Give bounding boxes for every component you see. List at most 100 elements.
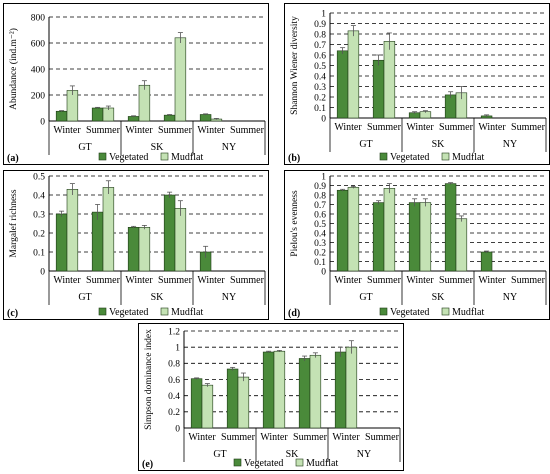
category-label: Summer: [511, 275, 546, 286]
y-tick-label: 0.6: [314, 210, 326, 220]
bar-vegetated: [199, 114, 212, 122]
legend-swatch-mudflat: [160, 307, 169, 316]
bar-vegetated: [91, 107, 104, 122]
panel-frame: [3, 3, 269, 165]
bar-vegetated: [372, 59, 385, 119]
bar-vegetated: [55, 110, 68, 122]
bar-mudflat: [383, 41, 396, 119]
y-tick-label: 800: [31, 13, 46, 23]
y-tick-label: 0: [40, 267, 45, 277]
category-label: Winter: [197, 275, 225, 286]
legend-label: Mudflat: [171, 152, 203, 163]
group-label: GT: [78, 142, 91, 153]
y-tick-label: 400: [31, 65, 46, 75]
group-label: SK: [432, 139, 446, 150]
y-tick-label: 0.6: [168, 376, 180, 386]
bar-vegetated: [163, 194, 176, 272]
category-label: Winter: [478, 122, 506, 133]
category-label: Winter: [188, 432, 216, 443]
y-tick-label: 1.2: [168, 327, 180, 337]
group-label: SK: [151, 292, 165, 303]
y-tick-label: 600: [31, 39, 46, 49]
group-label: SK: [432, 292, 446, 303]
panel-frame: [3, 170, 269, 320]
category-label: Winter: [406, 275, 434, 286]
y-tick-label: 0.9: [314, 182, 326, 192]
legend-swatch-vegetated: [379, 152, 388, 161]
category-label: Summer: [158, 125, 193, 136]
legend-swatch-vegetated: [379, 307, 388, 316]
category-label: Winter: [197, 125, 225, 136]
bar-vegetated: [91, 211, 104, 272]
legend-label: Vegetated: [390, 152, 429, 163]
chart-panel: 0 200 400 600 800 Winter Summer Winter Summer Win…: [3, 3, 269, 165]
y-tick-label: 0.3: [33, 210, 45, 220]
y-tick-label: 0.1: [314, 104, 326, 114]
group-label: GT: [213, 449, 226, 460]
legend-swatch-mudflat: [295, 458, 304, 467]
chart-panel: 00.10.20.30.40.50.60.70.80.91 Winter Summe…: [284, 170, 550, 320]
category-label: Winter: [125, 125, 153, 136]
category-label: Summer: [367, 122, 402, 133]
chart-panel: 0 0.1 0.2 0.3 0.4 0.5 Winter Summer Winter Summer…: [3, 170, 269, 320]
legend-label: Vegetated: [390, 307, 429, 318]
bar-mudflat: [347, 30, 360, 119]
category-label: Winter: [260, 432, 288, 443]
category-label: Winter: [406, 122, 434, 133]
bar-vegetated: [336, 50, 349, 119]
legend-swatch-mudflat: [441, 307, 450, 316]
category-label: Winter: [332, 432, 360, 443]
y-tick-label: 1: [321, 172, 326, 182]
legend-label: Vegetated: [244, 458, 283, 469]
group-label: NY: [503, 139, 517, 150]
y-tick-label: 0.2: [314, 93, 326, 103]
bar-mudflat: [383, 188, 396, 272]
bar-vegetated: [408, 202, 421, 272]
category-label: Winter: [125, 275, 153, 286]
legend-label: Mudflat: [306, 458, 338, 469]
y-tick-label: 0.7: [314, 201, 326, 211]
bar-mudflat: [309, 354, 322, 429]
y-tick-label: 0.8: [314, 30, 326, 40]
bar-mudflat: [66, 189, 79, 272]
bar-vegetated: [480, 251, 493, 272]
y-tick-label: 0.2: [314, 248, 326, 258]
chart-panel: 0 0.2 0.4 0.6 0.8 1 1.2 Winter Summer Winter Summe…: [138, 323, 404, 471]
panel-label: (d): [288, 308, 300, 319]
category-label: Winter: [334, 122, 362, 133]
legend-label: Vegetated: [109, 152, 148, 163]
legend-label: Mudflat: [171, 307, 203, 318]
y-axis-label: Margalef richness: [8, 189, 19, 257]
group-label: SK: [151, 142, 165, 153]
y-tick-label: 0.1: [314, 258, 326, 268]
bar-mudflat: [138, 84, 151, 122]
bar-mudflat: [345, 346, 358, 429]
y-tick-label: 1: [175, 343, 180, 353]
y-tick-label: 0.5: [314, 220, 326, 230]
y-tick-label: 0.4: [314, 229, 326, 239]
group-label: GT: [78, 292, 91, 303]
y-axis-label: Abundance (ind.m⁻²): [8, 28, 19, 110]
category-label: Summer: [367, 275, 402, 286]
category-label: Summer: [230, 125, 265, 136]
legend-label: Mudflat: [452, 307, 484, 318]
category-label: Summer: [365, 432, 400, 443]
panel-label: (a): [7, 153, 19, 164]
legend-swatch-mudflat: [160, 152, 169, 161]
panel-label: (c): [7, 308, 18, 319]
bar-mudflat: [174, 37, 187, 122]
group-label: NY: [222, 292, 236, 303]
category-label: Summer: [439, 122, 474, 133]
y-axis-label: Simpson dominance index: [144, 329, 154, 430]
bar-vegetated: [444, 94, 457, 119]
y-axis-label: Pielou's evenness: [290, 190, 300, 257]
bar-vegetated: [55, 213, 68, 272]
category-label: Winter: [53, 125, 81, 136]
group-label: GT: [359, 292, 372, 303]
y-tick-label: 0.6: [314, 51, 326, 61]
bar-vegetated: [334, 351, 347, 429]
bar-vegetated: [190, 378, 203, 429]
bar-vegetated: [163, 114, 176, 122]
y-tick-label: 0.8: [314, 191, 326, 201]
